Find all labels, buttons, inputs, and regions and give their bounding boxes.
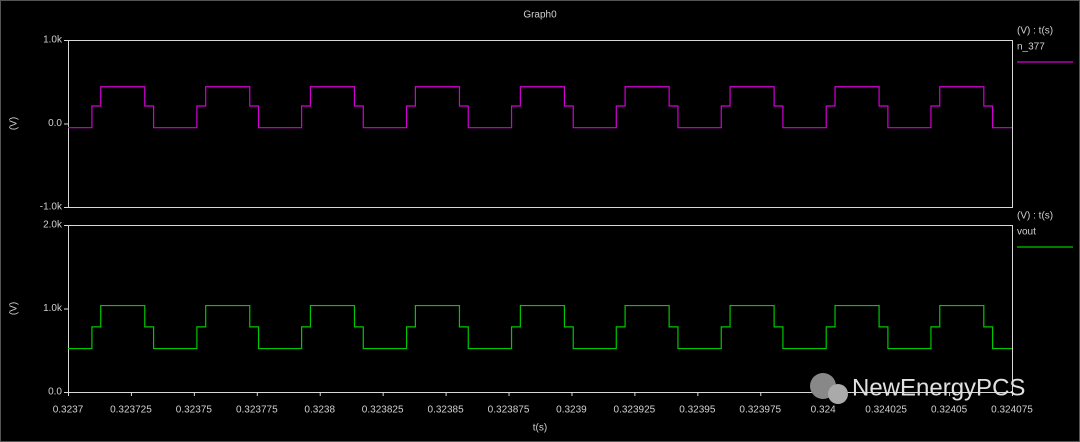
legend-title: (V) : t(s) <box>1017 211 1053 222</box>
x-tick-label: 0.32395 <box>679 405 716 416</box>
y-tick-label: -1.0k <box>40 202 63 213</box>
series-line <box>68 304 1012 350</box>
watermark: NewEnergyPCS <box>810 373 1025 404</box>
y-tick-label: 2.0k <box>43 220 63 231</box>
x-tick-label: 0.32385 <box>428 405 465 416</box>
x-tick-label: 0.323775 <box>236 405 278 416</box>
y-axis-label: (V) <box>9 117 20 130</box>
x-tick-label: 0.323825 <box>362 405 404 416</box>
x-tick-label: 0.323875 <box>488 405 530 416</box>
x-tick-label: 0.3239 <box>556 405 587 416</box>
legend-label: n_377 <box>1017 42 1045 53</box>
legend-label: vout <box>1017 227 1036 238</box>
x-axis-label: t(s) <box>533 423 547 434</box>
series-line <box>68 86 1012 129</box>
plot-frame <box>68 225 1013 393</box>
x-tick-label: 0.3237 <box>53 405 84 416</box>
y-tick-label: 1.0k <box>43 303 63 314</box>
x-tick-label: 0.323925 <box>614 405 656 416</box>
x-tick-label: 0.324 <box>811 405 836 416</box>
y-tick-label: 1.0k <box>43 35 63 46</box>
plot-frame <box>68 40 1013 208</box>
y-axis-label: (V) <box>9 302 20 315</box>
x-tick-label: 0.32375 <box>176 405 213 416</box>
x-tick-label: 0.323975 <box>739 405 781 416</box>
y-tick-label: 0.0 <box>48 387 62 398</box>
x-tick-label: 0.3238 <box>304 405 335 416</box>
x-tick-label: 0.32405 <box>931 405 968 416</box>
graph-title: Graph0 <box>523 10 557 21</box>
y-tick-label: 0.0 <box>48 118 62 129</box>
x-tick-label: 0.323725 <box>110 405 152 416</box>
watermark-text: NewEnergyPCS <box>852 374 1025 401</box>
watermark-icon <box>828 384 848 404</box>
x-tick-label: 0.324075 <box>991 405 1033 416</box>
legend-title: (V) : t(s) <box>1017 26 1053 37</box>
x-tick-label: 0.324025 <box>865 405 907 416</box>
